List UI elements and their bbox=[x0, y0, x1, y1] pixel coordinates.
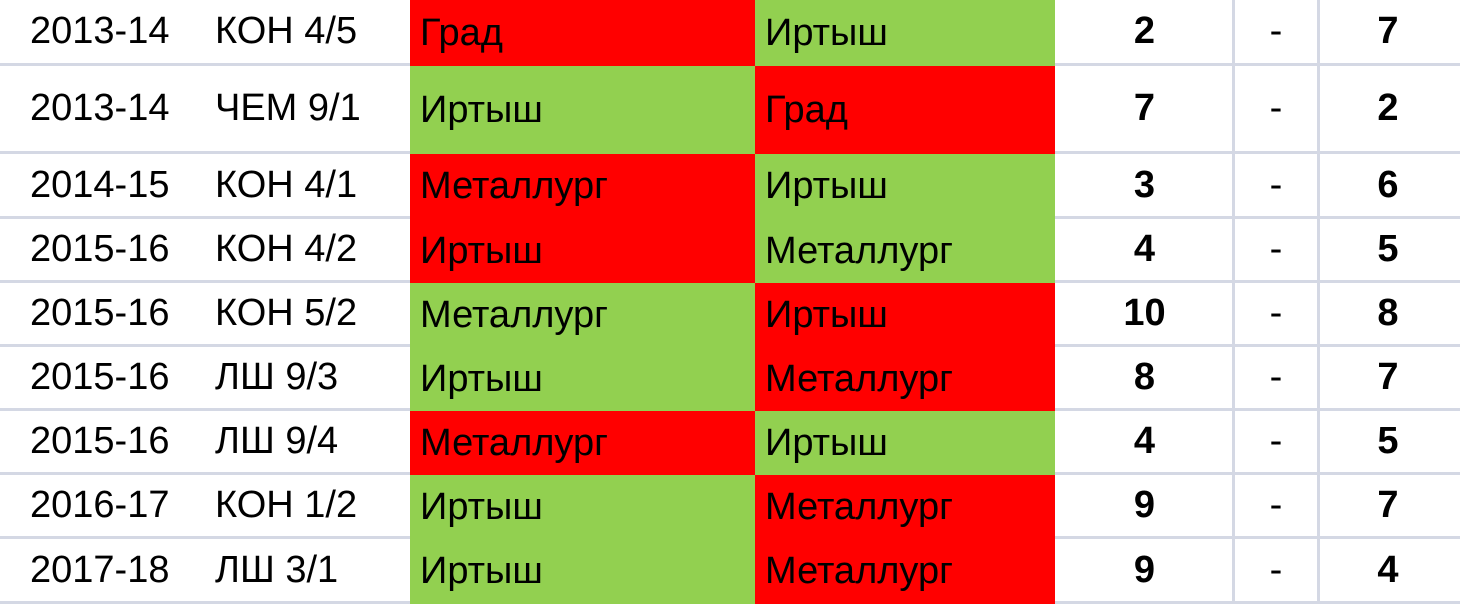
home-team-cell[interactable]: Иртыш bbox=[410, 219, 755, 283]
match-code-cell[interactable]: КОН 4/2 bbox=[205, 219, 410, 283]
away-score-cell[interactable]: 5 bbox=[1320, 411, 1460, 475]
table-row: 2015-16 КОН 5/2 Металлург Иртыш 10-8 bbox=[0, 283, 1460, 347]
season-cell[interactable]: 2015-16 bbox=[0, 411, 205, 475]
match-code-cell[interactable]: КОН 1/2 bbox=[205, 475, 410, 539]
score-separator-cell[interactable]: - bbox=[1235, 66, 1320, 154]
season-cell[interactable]: 2016-17 bbox=[0, 475, 205, 539]
away-score-cell[interactable]: 6 bbox=[1320, 154, 1460, 219]
season-cell[interactable]: 2013-14 bbox=[0, 0, 205, 66]
away-score-cell[interactable]: 7 bbox=[1320, 475, 1460, 539]
home-team-cell[interactable]: Металлург bbox=[410, 283, 755, 347]
home-score-cell[interactable]: 4 bbox=[1055, 411, 1235, 475]
season-cell[interactable]: 2014-15 bbox=[0, 154, 205, 219]
table-row: 2015-16 ЛШ 9/3 Иртыш Металлург 8-7 bbox=[0, 347, 1460, 411]
match-code-cell[interactable]: ЧЕМ 9/1 bbox=[205, 66, 410, 154]
away-score-cell[interactable]: 7 bbox=[1320, 347, 1460, 411]
match-code-cell[interactable]: ЛШ 3/1 bbox=[205, 539, 410, 604]
home-team-cell[interactable]: Град bbox=[410, 0, 755, 66]
home-team-cell[interactable]: Иртыш bbox=[410, 475, 755, 539]
away-team-cell[interactable]: Иртыш bbox=[755, 283, 1055, 347]
home-team-cell[interactable]: Металлург bbox=[410, 411, 755, 475]
away-score-cell[interactable]: 7 bbox=[1320, 0, 1460, 66]
home-score-cell[interactable]: 8 bbox=[1055, 347, 1235, 411]
score-separator-cell[interactable]: - bbox=[1235, 154, 1320, 219]
home-team-cell[interactable]: Металлург bbox=[410, 154, 755, 219]
home-team-cell[interactable]: Иртыш bbox=[410, 347, 755, 411]
score-separator-cell[interactable]: - bbox=[1235, 475, 1320, 539]
home-score-cell[interactable]: 9 bbox=[1055, 539, 1235, 604]
score-separator-cell[interactable]: - bbox=[1235, 283, 1320, 347]
away-team-cell[interactable]: Иртыш bbox=[755, 154, 1055, 219]
season-cell[interactable]: 2015-16 bbox=[0, 347, 205, 411]
match-code-cell[interactable]: ЛШ 9/3 bbox=[205, 347, 410, 411]
home-score-cell[interactable]: 10 bbox=[1055, 283, 1235, 347]
home-team-cell[interactable]: Иртыш bbox=[410, 539, 755, 604]
away-score-cell[interactable]: 5 bbox=[1320, 219, 1460, 283]
away-team-cell[interactable]: Металлург bbox=[755, 539, 1055, 604]
away-team-cell[interactable]: Град bbox=[755, 66, 1055, 154]
table-row: 2014-15 КОН 4/1 Металлург Иртыш 3-6 bbox=[0, 154, 1460, 219]
home-score-cell[interactable]: 9 bbox=[1055, 475, 1235, 539]
home-score-cell[interactable]: 7 bbox=[1055, 66, 1235, 154]
home-score-cell[interactable]: 4 bbox=[1055, 219, 1235, 283]
match-code-cell[interactable]: КОН 4/5 bbox=[205, 0, 410, 66]
home-score-cell[interactable]: 2 bbox=[1055, 0, 1235, 66]
score-separator-cell[interactable]: - bbox=[1235, 411, 1320, 475]
away-team-cell[interactable]: Металлург bbox=[755, 475, 1055, 539]
table-row: 2013-14 КОН 4/5 Град Иртыш 2-7 bbox=[0, 0, 1460, 66]
away-score-cell[interactable]: 8 bbox=[1320, 283, 1460, 347]
away-team-cell[interactable]: Иртыш bbox=[755, 411, 1055, 475]
away-score-cell[interactable]: 2 bbox=[1320, 66, 1460, 154]
table-row: 2015-16 КОН 4/2 Иртыш Металлург 4-5 bbox=[0, 219, 1460, 283]
season-cell[interactable]: 2013-14 bbox=[0, 66, 205, 154]
season-cell[interactable]: 2015-16 bbox=[0, 283, 205, 347]
table-row: 2016-17 КОН 1/2 Иртыш Металлург 9-7 bbox=[0, 475, 1460, 539]
away-team-cell[interactable]: Иртыш bbox=[755, 0, 1055, 66]
away-team-cell[interactable]: Металлург bbox=[755, 347, 1055, 411]
season-cell[interactable]: 2017-18 bbox=[0, 539, 205, 604]
table-row: 2013-14 ЧЕМ 9/1 Иртыш Град 7-2 bbox=[0, 66, 1460, 154]
score-separator-cell[interactable]: - bbox=[1235, 0, 1320, 66]
score-separator-cell[interactable]: - bbox=[1235, 219, 1320, 283]
score-separator-cell[interactable]: - bbox=[1235, 539, 1320, 604]
match-code-cell[interactable]: КОН 5/2 bbox=[205, 283, 410, 347]
score-separator-cell[interactable]: - bbox=[1235, 347, 1320, 411]
away-team-cell[interactable]: Металлург bbox=[755, 219, 1055, 283]
table-row: 2017-18 ЛШ 3/1 Иртыш Металлург 9-4 bbox=[0, 539, 1460, 604]
season-cell[interactable]: 2015-16 bbox=[0, 219, 205, 283]
table-row: 2015-16 ЛШ 9/4 Металлург Иртыш 4-5 bbox=[0, 411, 1460, 475]
match-code-cell[interactable]: КОН 4/1 bbox=[205, 154, 410, 219]
match-code-cell[interactable]: ЛШ 9/4 bbox=[205, 411, 410, 475]
home-score-cell[interactable]: 3 bbox=[1055, 154, 1235, 219]
away-score-cell[interactable]: 4 bbox=[1320, 539, 1460, 604]
home-team-cell[interactable]: Иртыш bbox=[410, 66, 755, 154]
